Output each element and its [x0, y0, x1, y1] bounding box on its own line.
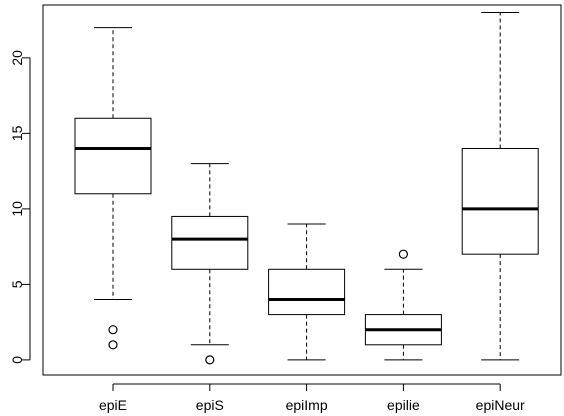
y-tick-label-0: 0	[9, 356, 25, 364]
x-tick-label-epilie: epilie	[387, 397, 420, 413]
box-epiS	[171, 163, 249, 365]
iqr-box-epiImp	[268, 268, 346, 316]
y-axis: 0 5 10 15 20	[9, 50, 31, 364]
x-tick-label-epiS: epiS	[196, 397, 224, 413]
box-epiImp	[268, 223, 346, 361]
y-tick-label-5: 5	[9, 280, 25, 288]
x-tick-label-epiImp: epiImp	[286, 397, 328, 413]
outlier-epiS-0	[205, 355, 215, 365]
x-axis: epiE epiS epiImp epilie epiNeur	[99, 383, 525, 413]
y-tick-label-15: 15	[9, 125, 25, 141]
x-tick-label-epiNeur: epiNeur	[476, 397, 525, 413]
boxes-layer	[74, 12, 539, 365]
y-tick-label-20: 20	[9, 50, 25, 66]
outlier-epiE-1	[108, 325, 118, 335]
box-epilie	[364, 249, 442, 361]
iqr-box-epiE	[74, 117, 152, 195]
outlier-epilie-0	[398, 249, 408, 259]
plot-frame	[42, 4, 562, 376]
box-epiNeur	[461, 12, 539, 361]
x-tick-label-epiE: epiE	[99, 397, 127, 413]
box-epiE	[74, 27, 152, 350]
y-tick-label-10: 10	[9, 201, 25, 217]
outlier-epiE-0	[108, 340, 118, 350]
iqr-box-epiS	[171, 215, 249, 270]
iqr-box-epiNeur	[461, 147, 539, 255]
